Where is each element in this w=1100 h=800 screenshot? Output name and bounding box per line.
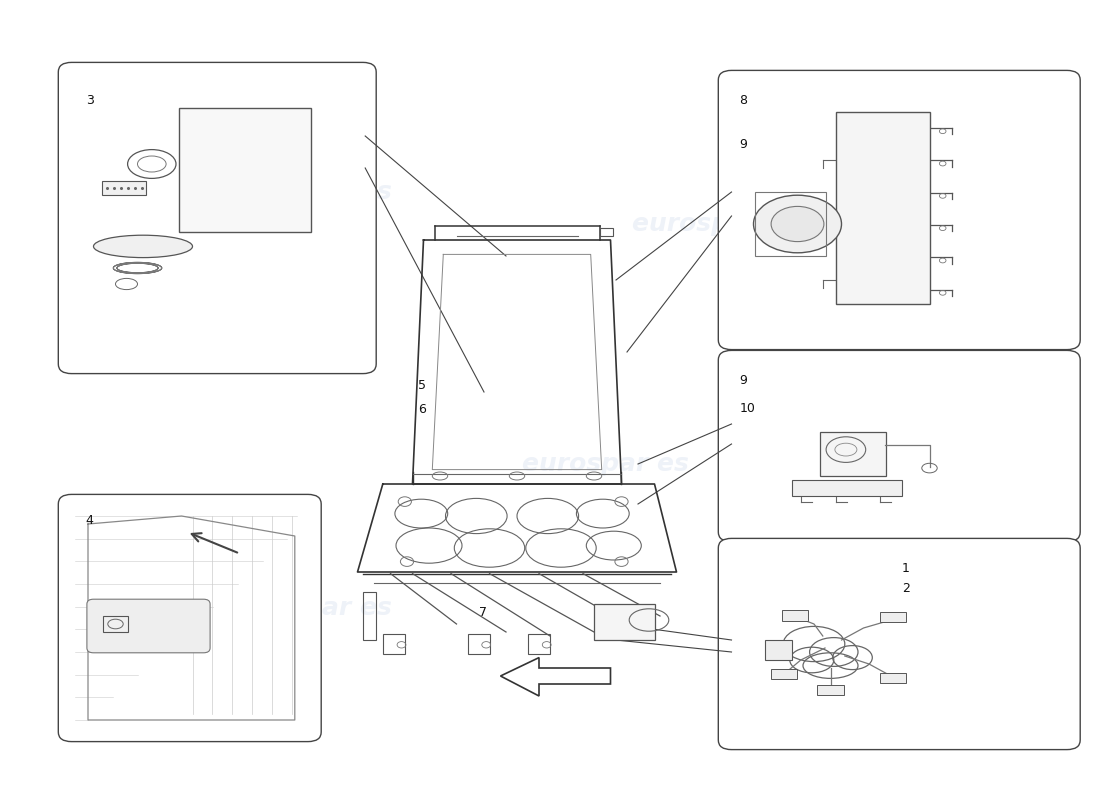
Text: 1: 1 [902,562,910,574]
Text: 10: 10 [739,402,755,414]
Text: eurospar es: eurospar es [224,180,392,204]
Bar [764,640,792,660]
Bar [179,108,311,232]
Text: 9: 9 [739,138,747,150]
Bar [528,634,550,654]
Bar [836,112,930,304]
Polygon shape [500,658,610,696]
FancyBboxPatch shape [87,599,210,653]
Bar [771,669,797,679]
Text: 4: 4 [86,514,94,526]
Ellipse shape [754,195,842,253]
FancyBboxPatch shape [58,62,376,374]
FancyBboxPatch shape [718,350,1080,542]
Text: 6: 6 [418,403,426,416]
Text: 2: 2 [902,582,910,594]
Bar [594,604,654,640]
Bar [880,612,906,622]
FancyBboxPatch shape [58,494,321,742]
Bar [383,634,405,654]
Bar [363,592,376,640]
Text: 5: 5 [418,379,426,392]
Bar [600,228,613,236]
Bar [782,610,808,621]
Text: 8: 8 [739,94,747,106]
Text: 3: 3 [86,94,94,106]
Ellipse shape [771,206,824,242]
Bar [755,192,826,256]
Bar [880,673,906,683]
Text: 7: 7 [478,606,486,618]
Bar [820,432,886,476]
Text: 9: 9 [739,374,747,386]
Text: eurospar es: eurospar es [224,596,392,620]
FancyBboxPatch shape [718,538,1080,750]
FancyBboxPatch shape [718,70,1080,350]
Bar [103,616,128,632]
Bar [817,685,844,695]
Text: eurospar es: eurospar es [631,212,799,236]
Bar [792,480,902,496]
Text: eurospar es: eurospar es [521,452,689,476]
Bar [468,634,490,654]
Ellipse shape [94,235,192,258]
Bar [102,181,146,195]
